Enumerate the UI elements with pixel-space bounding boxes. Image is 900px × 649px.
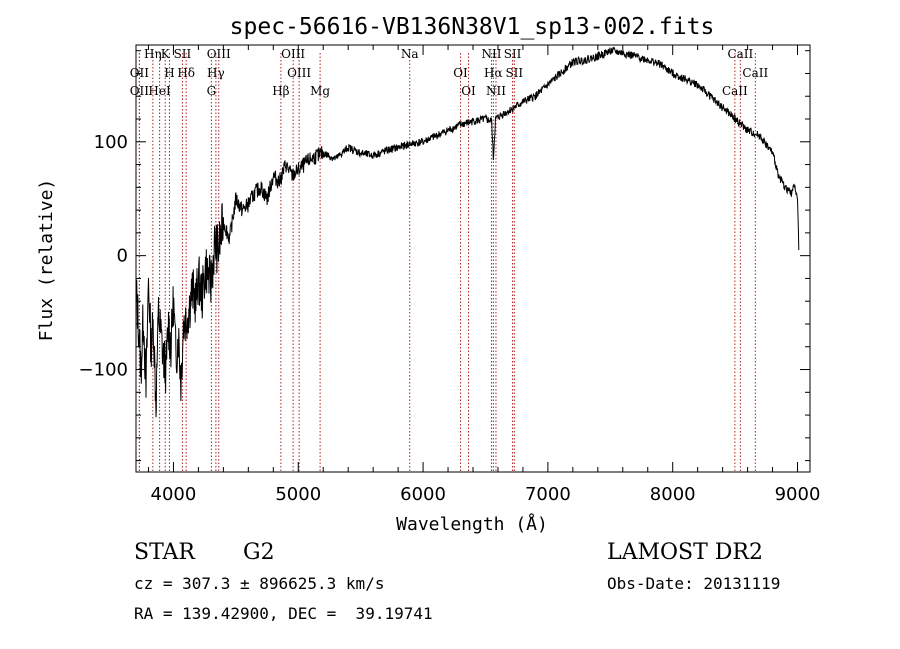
y-tick-label: 100 (94, 132, 128, 153)
line-label: NII (481, 47, 501, 61)
line-label: OI (453, 66, 468, 80)
plot-frame (135, 44, 811, 473)
line-label: H (164, 66, 174, 80)
line-label: SII (505, 66, 523, 80)
object-subclass: G2 (243, 540, 275, 565)
line-label: Hδ (177, 66, 195, 80)
line-label: Na (401, 47, 419, 61)
line-label: Hη (144, 47, 162, 61)
line-label: K (161, 47, 171, 61)
line-label: OIII (281, 47, 305, 61)
line-label: HeI (148, 84, 171, 98)
line-label: SII (174, 47, 192, 61)
redshift-text: cz = 307.3 ± 896625.3 km/s (134, 574, 385, 593)
line-label: CaII (742, 66, 768, 80)
coordinates-text: RA = 139.42900, DEC = 39.19741 (134, 604, 433, 623)
y-axis-label: Flux (relative) (36, 179, 57, 342)
spectral-line-labels: HηOIIOIIKHHeISIIHδGOIIIHγHβOIIIOIIIMgNaO… (130, 47, 769, 98)
x-axis-ticks: 4000 5000 6000 7000 8000 9000 (147, 45, 821, 505)
line-label: OIII (207, 47, 231, 61)
spectrum-line (135, 46, 800, 418)
spectral-line-markers (138, 53, 756, 472)
line-label: CaII (727, 47, 753, 61)
spectrum-series (135, 46, 800, 418)
y-axis-ticks: −100 0 100 (79, 50, 810, 462)
y-tick-label: −100 (79, 360, 128, 381)
line-label: Hβ (272, 84, 289, 98)
line-label: Mg (310, 84, 330, 98)
line-label: Hα (484, 66, 503, 80)
line-label: Hγ (207, 66, 225, 80)
x-tick-label: 8000 (650, 484, 696, 505)
x-tick-label: 7000 (525, 484, 571, 505)
y-tick-label: 0 (117, 246, 128, 267)
object-type: STAR (134, 540, 195, 565)
x-axis-label: Wavelength (Å) (396, 513, 548, 535)
line-label: G (207, 84, 217, 98)
observation-date: Obs-Date: 20131119 (607, 574, 781, 593)
x-tick-label: 6000 (400, 484, 446, 505)
survey-name: LAMOST DR2 (607, 540, 763, 565)
line-label: OIII (287, 66, 311, 80)
line-label: NII (486, 84, 506, 98)
line-label: CaII (722, 84, 748, 98)
x-tick-label: 5000 (275, 484, 321, 505)
plot-border (135, 44, 811, 473)
line-label: OII (130, 84, 150, 98)
line-label: OI (461, 84, 476, 98)
x-tick-label: 4000 (151, 484, 197, 505)
chart-title: spec-56616-VB136N38V1_sp13-002.fits (230, 14, 715, 40)
line-label: SII (504, 47, 522, 61)
x-tick-label: 9000 (775, 484, 821, 505)
